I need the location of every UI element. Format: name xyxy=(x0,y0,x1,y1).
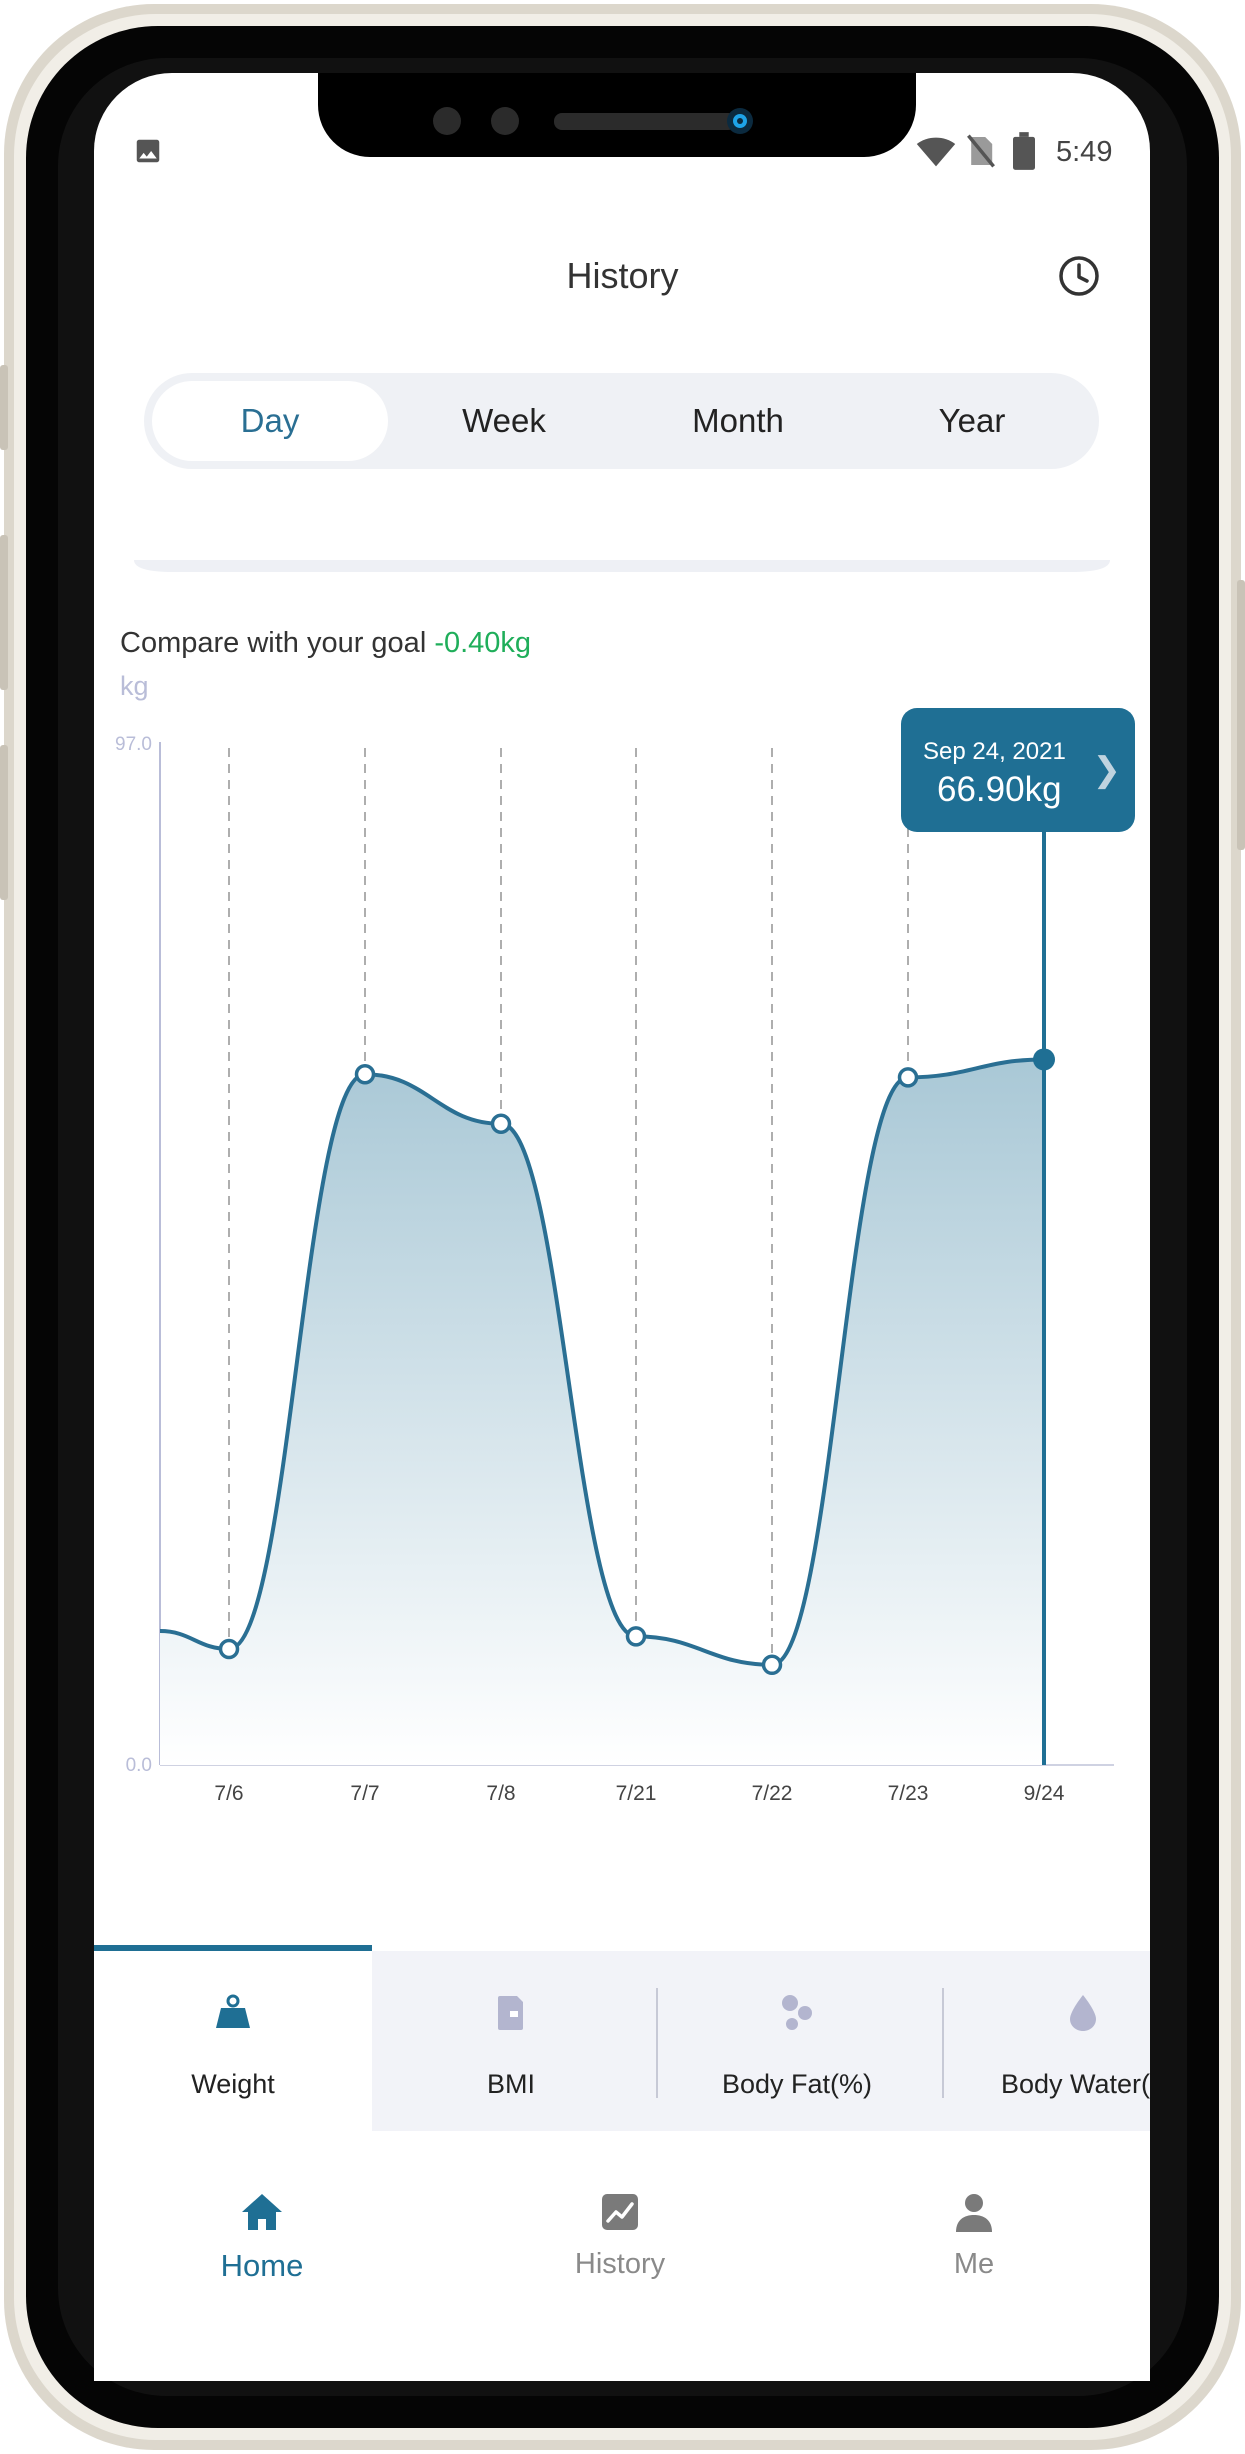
bmi-icon xyxy=(498,1996,523,2030)
tab-divider xyxy=(656,1988,658,2098)
x-tick-label: 9/24 xyxy=(1024,1782,1065,1805)
weight-icon xyxy=(216,1994,250,2028)
person-icon xyxy=(956,2194,992,2232)
data-point xyxy=(897,1067,919,1088)
no-sim-icon xyxy=(967,134,995,168)
body-fat-icon xyxy=(782,1995,812,2030)
data-point xyxy=(490,1113,512,1135)
nav-me[interactable]: Me xyxy=(864,2180,1084,2300)
nav-me-label: Me xyxy=(953,2248,995,2280)
gallery-notification-icon xyxy=(136,139,160,163)
data-point xyxy=(761,1654,783,1676)
period-segmented-control: Day Week Month Year xyxy=(144,373,1099,469)
tab-month[interactable]: Month xyxy=(692,402,784,439)
data-point xyxy=(354,1063,376,1085)
metric-tab-label: Body Fat(%) xyxy=(721,2069,873,2099)
x-tick-label: 7/7 xyxy=(350,1782,379,1805)
tab-divider xyxy=(942,1988,944,2098)
data-point xyxy=(218,1638,240,1660)
metric-tab-weight[interactable]: Weight xyxy=(94,1951,372,2131)
x-tick-label: 7/21 xyxy=(616,1782,657,1805)
water-drop-icon xyxy=(1070,1995,1096,2031)
status-time: 5:49 xyxy=(1056,136,1113,168)
metric-tab-body-water[interactable]: Body Water(% xyxy=(944,1951,1150,2131)
weight-area-fill xyxy=(160,1059,1044,1765)
tooltip-date: Sep 24, 2021 xyxy=(923,738,1066,765)
metric-tab-body-fat[interactable]: Body Fat(%) xyxy=(658,1951,936,2131)
nav-history-label: History xyxy=(574,2248,666,2280)
chevron-right-icon: ❯ xyxy=(1092,751,1122,789)
nav-history[interactable]: History xyxy=(510,2180,730,2300)
wifi-icon xyxy=(916,137,956,167)
metric-tab-bmi[interactable]: BMI xyxy=(372,1951,650,2131)
tooltip-value: 66.90kg xyxy=(937,770,1062,809)
active-metric-indicator xyxy=(94,1945,372,1952)
tab-year[interactable]: Year xyxy=(938,402,1006,439)
nav-home[interactable]: Home xyxy=(152,2180,372,2300)
metric-tab-label: Weight xyxy=(191,2069,275,2099)
summary-card-edge xyxy=(134,560,1110,572)
page-title: History xyxy=(566,255,679,296)
goal-compare-label: Compare with your goal xyxy=(120,627,435,659)
battery-icon xyxy=(1013,132,1035,170)
bottom-nav xyxy=(94,2131,1150,2381)
nav-home-label: Home xyxy=(220,2248,304,2283)
x-tick-label: 7/8 xyxy=(486,1782,515,1805)
y-tick-label: 0.0 xyxy=(126,1755,152,1776)
chart-unit-label: kg xyxy=(120,671,149,701)
data-point-selected xyxy=(1033,1048,1055,1071)
data-point xyxy=(625,1626,647,1647)
goal-compare-text: Compare with your goal -0.40kg xyxy=(120,627,531,660)
x-tick-label: 7/6 xyxy=(214,1782,243,1805)
goal-difference-value: -0.40kg xyxy=(434,627,532,659)
selected-point-tooltip[interactable]: Sep 24, 2021 66.90kg ❯ xyxy=(901,708,1135,832)
metric-tab-label: BMI xyxy=(486,2069,535,2099)
y-tick-label: 97.0 xyxy=(115,734,152,755)
home-icon xyxy=(242,2194,282,2230)
history-chart-icon xyxy=(602,2194,638,2230)
tab-week[interactable]: Week xyxy=(462,402,546,439)
metric-tab-label: Body Water(% xyxy=(1001,2069,1150,2099)
camera-notch xyxy=(318,73,916,157)
history-clock-icon[interactable] xyxy=(1057,254,1101,298)
x-tick-label: 7/22 xyxy=(752,1782,793,1805)
weight-chart[interactable]: 97.0 0.0 7/6 7/7 7/8 7/21 7/22 7/23 9/24 xyxy=(94,710,1150,1830)
x-tick-label: 7/23 xyxy=(888,1782,929,1805)
weight-line xyxy=(159,1057,1045,1667)
tab-day[interactable]: Day xyxy=(152,381,388,461)
